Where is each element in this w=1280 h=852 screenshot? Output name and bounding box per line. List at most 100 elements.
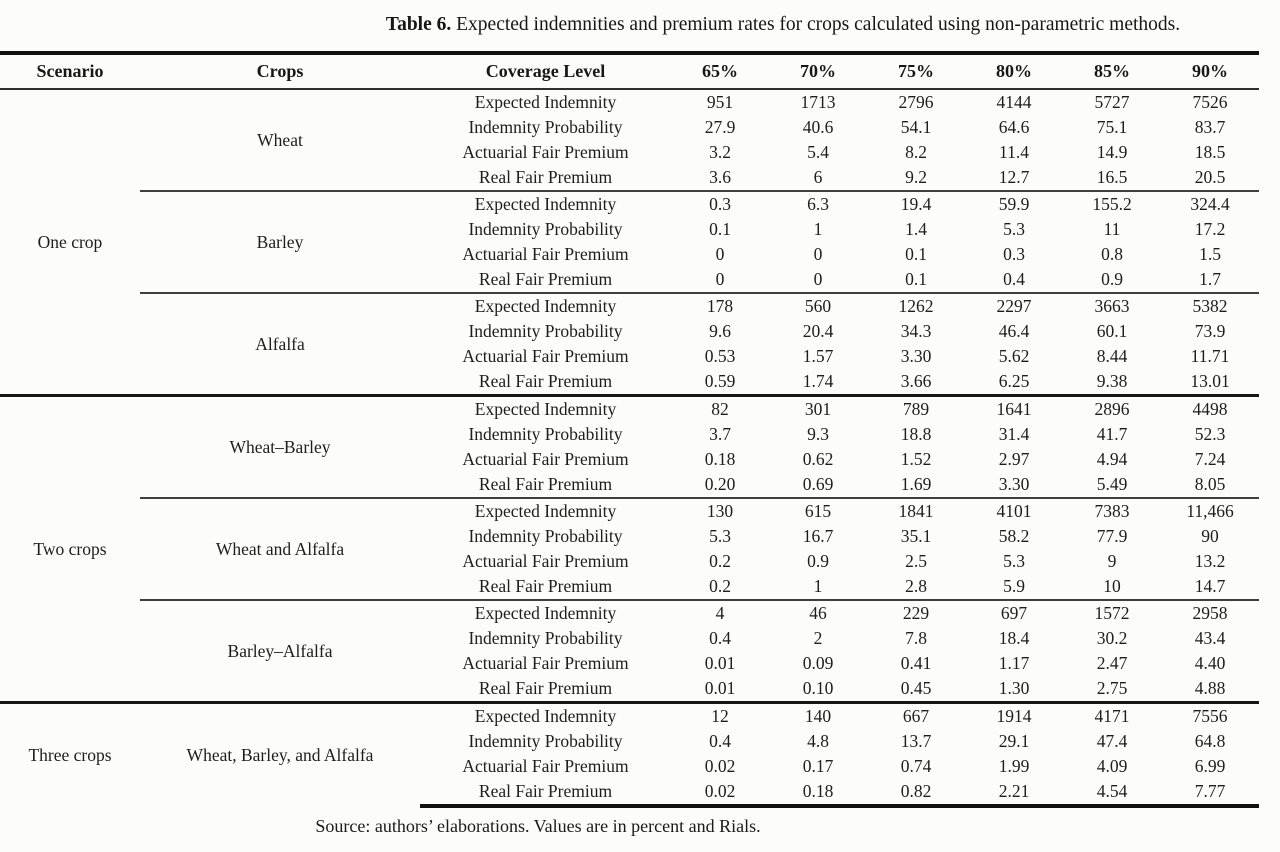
- metric-cell: Expected Indemnity: [420, 394, 671, 422]
- scenario-cell: Two crops: [0, 394, 140, 703]
- value-cell: 40.6: [802, 117, 834, 137]
- value-cell: 16.5: [1096, 167, 1128, 187]
- value-cell: 1841: [867, 497, 965, 524]
- value-cell: 2.75: [1096, 678, 1128, 698]
- value-cell: 7.24: [1194, 449, 1226, 469]
- value-cell: 1.30: [998, 678, 1030, 698]
- value-cell: 4.09: [1096, 756, 1128, 776]
- table-row: Real Fair Premium 0.20 0.69 1.69 3.30 5.49 8.0…: [0, 472, 1259, 498]
- value-cell: 5.3: [709, 526, 731, 546]
- value-cell: 12.7: [998, 167, 1030, 187]
- value-cell: 0.1: [709, 219, 731, 239]
- value-cell: 0: [715, 269, 725, 289]
- value-cell: 1: [813, 219, 823, 239]
- crop-cell: Barley–Alfalfa: [140, 599, 420, 703]
- metric-cell: Indemnity Probability: [468, 731, 623, 751]
- column-header-75: 75%: [867, 51, 965, 90]
- value-cell: 3.30: [900, 346, 932, 366]
- value-cell: 0.18: [769, 779, 867, 808]
- value-cell: 0.10: [802, 678, 834, 698]
- value-cell: 20.5: [1194, 167, 1226, 187]
- metric-cell: Actuarial Fair Premium: [462, 653, 629, 673]
- value-cell: 0.74: [900, 756, 932, 776]
- value-cell: 7.8: [905, 628, 927, 648]
- value-cell: 0.01: [704, 653, 736, 673]
- value-cell: 0.17: [802, 756, 834, 776]
- metric-cell: Indemnity Probability: [468, 117, 623, 137]
- value-cell: 4144: [996, 92, 1032, 112]
- value-cell: 2896: [1063, 394, 1161, 422]
- table-row: Actuarial Fair Premium 0 0 0.1 0.3 0.8 1.5: [0, 242, 1259, 267]
- value-cell: 0.3: [1003, 244, 1025, 264]
- value-cell: 27.9: [704, 117, 736, 137]
- value-cell: 13.01: [1190, 371, 1230, 391]
- table-row: Actuarial Fair Premium 0.53 1.57 3.30 5.62 8.…: [0, 344, 1259, 369]
- value-cell: 3663: [1063, 292, 1161, 319]
- metric-cell: Actuarial Fair Premium: [462, 449, 629, 469]
- metric-cell: Real Fair Premium: [478, 167, 613, 187]
- value-cell: 0.20: [704, 474, 736, 494]
- value-cell: 4.88: [1194, 678, 1226, 698]
- value-cell: 5.62: [998, 346, 1030, 366]
- table-row: Two crops Wheat–Barley Expected Indemnity 8…: [0, 394, 1259, 703]
- scenario-cell: Three crops: [0, 701, 140, 806]
- table-header: Scenario Crops Coverage Level 65% 70% 75…: [0, 51, 1259, 90]
- value-cell: 1.7: [1199, 269, 1221, 289]
- table-row: Indemnity Probability 0.4 2 7.8 18.4 30.2 43.4: [0, 626, 1259, 651]
- value-cell: 8.2: [905, 142, 927, 162]
- table-caption: Table 6. Expected indemnities and premiu…: [0, 0, 1280, 37]
- table-row: One crop Wheat Expected Indemnity 951 1713 27…: [0, 89, 1259, 252]
- value-cell: 0.2: [709, 551, 731, 571]
- value-cell: 13.2: [1194, 551, 1226, 571]
- value-cell: 0.69: [802, 474, 834, 494]
- value-cell: 54.1: [900, 117, 932, 137]
- table-row: Indemnity Probability 5.3 16.7 35.1 58.2 77.9…: [0, 524, 1259, 549]
- metric-cell: Indemnity Probability: [468, 526, 623, 546]
- value-cell: 9.3: [807, 424, 829, 444]
- crop-cell: Alfalfa: [140, 292, 420, 396]
- value-cell: 1.57: [802, 346, 834, 366]
- value-cell: 9.38: [1096, 371, 1128, 391]
- table-row: Indemnity Probability 0.1 1 1.4 5.3 11 17.2: [0, 217, 1259, 242]
- value-cell: 0.4: [709, 731, 731, 751]
- value-cell: 140: [769, 701, 867, 729]
- metric-cell: Real Fair Premium: [478, 474, 613, 494]
- value-cell: 4.54: [1063, 779, 1161, 808]
- metric-cell: Expected Indemnity: [420, 190, 671, 217]
- table-caption-label: Table 6.: [385, 14, 452, 35]
- value-cell: 667: [867, 701, 965, 729]
- value-cell: 75.1: [1096, 117, 1128, 137]
- value-cell: 2.47: [1096, 653, 1128, 673]
- value-cell: 20.4: [802, 321, 834, 341]
- value-cell: 34.3: [900, 321, 932, 341]
- column-header-crops: Crops: [140, 51, 420, 90]
- metric-cell: Indemnity Probability: [468, 424, 623, 444]
- column-header-scenario: Scenario: [0, 51, 140, 90]
- value-cell: 30.2: [1096, 628, 1128, 648]
- value-cell: 2.97: [998, 449, 1030, 469]
- table-row: Real Fair Premium 3.6 6 9.2 12.7 16.5 20.5: [0, 165, 1259, 191]
- value-cell: 8.44: [1096, 346, 1128, 366]
- value-cell: 2.8: [905, 576, 927, 596]
- value-cell: 0.1: [905, 244, 927, 264]
- metric-cell: Expected Indemnity: [420, 497, 671, 524]
- metric-cell: Indemnity Probability: [468, 321, 623, 341]
- value-cell: 90: [1201, 526, 1219, 546]
- value-cell: 4.40: [1194, 653, 1226, 673]
- value-cell: 1.74: [802, 371, 834, 391]
- value-cell: 951: [706, 92, 734, 112]
- value-cell: 0.4: [1003, 269, 1025, 289]
- metric-cell: Actuarial Fair Premium: [462, 142, 629, 162]
- value-cell: 7383: [1063, 497, 1161, 524]
- value-cell: 0: [813, 269, 823, 289]
- value-cell: 3.6: [709, 167, 731, 187]
- metric-cell: Expected Indemnity: [420, 701, 671, 729]
- column-header-90: 90%: [1161, 51, 1259, 90]
- value-cell: 1572: [1063, 599, 1161, 626]
- table-row: Real Fair Premium 0.02 0.18 0.82 2.21 4.54 7.7…: [0, 779, 1259, 808]
- value-cell: 1.52: [900, 449, 932, 469]
- value-cell: 73.9: [1194, 321, 1226, 341]
- value-cell: 1641: [965, 394, 1063, 422]
- table-row: Alfalfa Expected Indemnity 178 560 1262 2297 3…: [0, 292, 1259, 396]
